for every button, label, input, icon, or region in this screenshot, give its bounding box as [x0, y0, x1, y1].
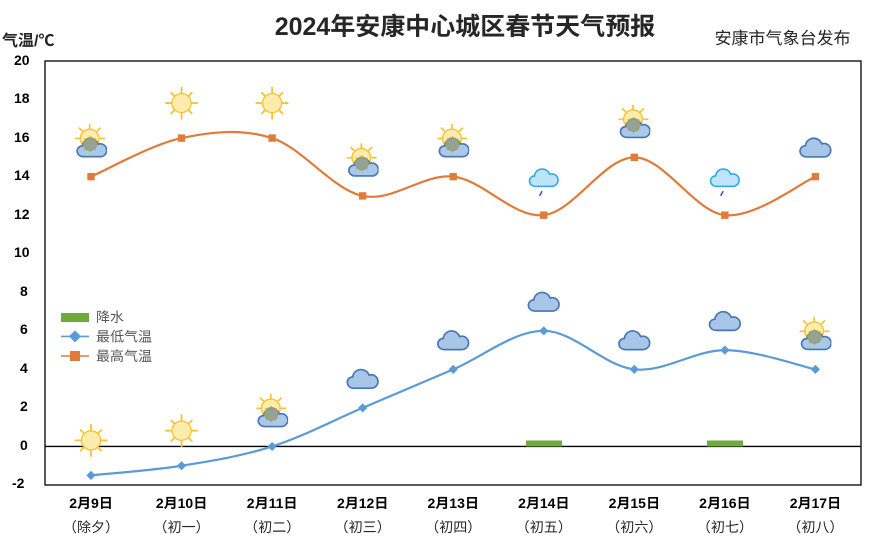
svg-text:最高气温: 最高气温 — [96, 348, 152, 364]
svg-text:降水: 降水 — [96, 309, 124, 325]
svg-text:最低气温: 最低气温 — [96, 328, 152, 344]
